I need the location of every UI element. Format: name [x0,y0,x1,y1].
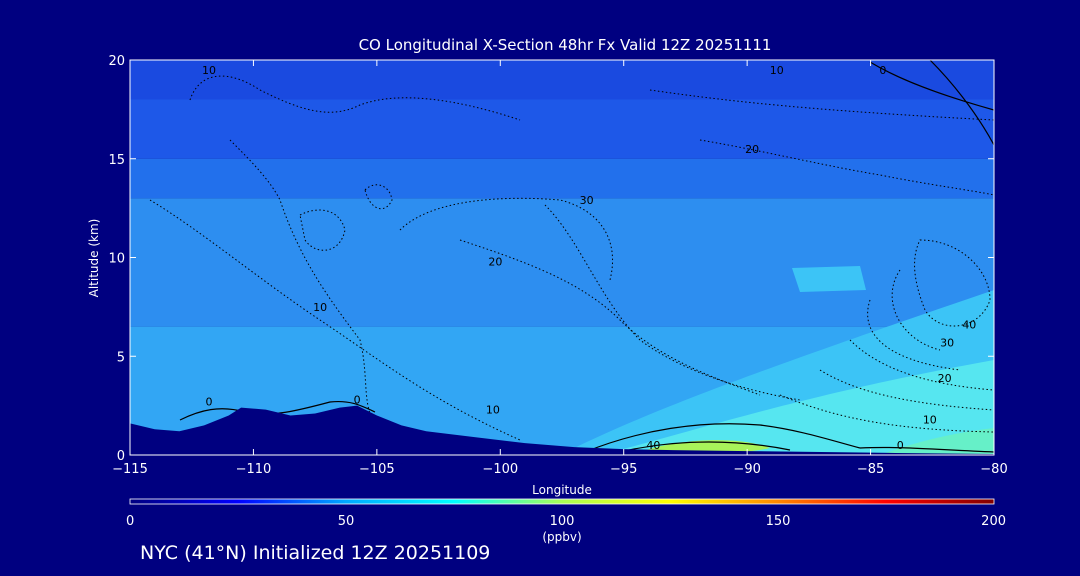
contour-label-7: 40 [962,319,976,332]
y-axis: 0 5 10 15 20 [108,54,994,464]
contour-label-0: 10 [202,64,216,77]
x-axis-label: Longitude [532,483,592,497]
contour-label-8: 30 [940,336,954,349]
colorbar-tick-label-0: 0 [126,514,134,529]
contour-label-12: 0 [205,396,212,409]
terrain-mask [130,405,994,455]
colorbar-tick-label-4: 200 [981,514,1006,529]
field-band-2 [130,158,994,199]
x-tick-label-6: −85 [857,462,884,477]
colorbar-unit: (ppbv) [542,530,581,544]
x-tick-label-4: −95 [610,462,637,477]
contour-label-15: 40 [646,439,660,452]
y-tick-label-3: 15 [108,153,125,168]
x-tick-label-1: −110 [236,462,272,477]
colorbar [129,498,995,505]
contour-label-13: 0 [354,394,361,407]
plume-surface-conc [600,360,994,455]
contour-label-14: 10 [486,404,500,417]
x-tick-label-2: −105 [359,462,395,477]
y-tick-label-2: 10 [108,252,125,267]
y-tick-label-0: 0 [117,449,125,464]
contour-label-6: 10 [313,301,327,314]
y-tick-label-4: 20 [108,54,125,69]
field-band-1 [130,99,994,159]
contour-label-3: 20 [745,143,759,156]
colorbar-ticks: 0 50 100 150 200 [126,514,1006,529]
contour-label-11: 0 [897,439,904,452]
colorbar-tick-label-3: 150 [766,514,791,529]
contour-label-1: 10 [770,64,784,77]
mid-level-patch [792,266,866,292]
colorbar-tick-label-1: 50 [338,514,355,529]
contour-lines-dotted [149,75,994,441]
contour-label-10: 10 [923,413,937,426]
footer-label: NYC (41°N) Initialized 12Z 20251109 [140,542,491,564]
x-axis: −115 −110 −105 −100 −95 −90 −85 −80 [112,60,1008,477]
x-tick-label-0: −115 [112,462,148,477]
x-tick-label-7: −80 [980,462,1007,477]
field-band-0 [130,60,994,100]
contour-label-5: 20 [488,255,502,268]
contour-label-4: 30 [580,194,594,207]
y-axis-label: Altitude (km) [87,219,101,298]
contour-label-9: 20 [938,372,952,385]
x-tick-label-3: −100 [482,462,518,477]
colorbar-tick-label-2: 100 [550,514,575,529]
field-band-3 [130,198,994,327]
y-tick-label-1: 5 [117,350,125,365]
chart-title: CO Longitudinal X-Section 48hr Fx Valid … [359,36,772,54]
contour-labels: 10 10 0 20 30 20 10 40 30 20 10 0 0 0 10 40 [202,64,976,452]
plot-area: 10 10 0 20 30 20 10 40 30 20 10 0 0 0 10 40 [130,60,994,455]
x-tick-label-5: −90 [733,462,760,477]
contour-lines-solid [179,60,994,453]
contour-label-2: 0 [879,64,886,77]
